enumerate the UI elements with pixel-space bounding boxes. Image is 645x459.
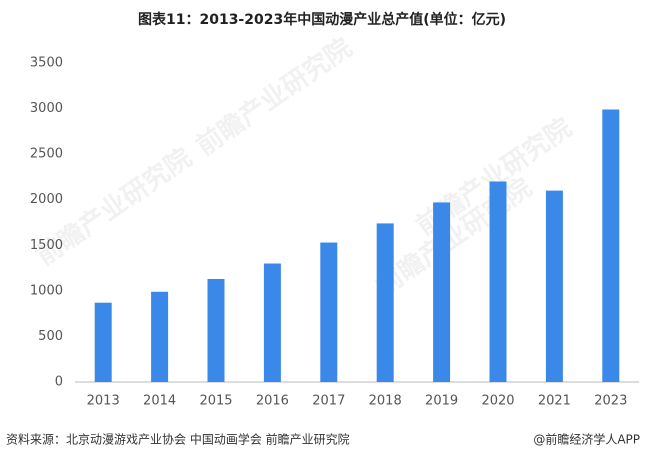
bar — [320, 242, 338, 382]
x-tick-label: 2017 — [312, 394, 345, 409]
bar — [489, 181, 507, 382]
y-tick-label: 3000 — [30, 101, 63, 116]
x-tick-label: 2015 — [199, 394, 232, 409]
y-tick-label: 2000 — [30, 192, 63, 207]
bar — [207, 279, 225, 382]
credit: @前瞻经济学人APP — [533, 432, 640, 447]
bar — [376, 223, 394, 382]
x-tick-label: 2016 — [256, 394, 289, 409]
bar — [151, 291, 169, 382]
x-tick-label: 2021 — [538, 394, 571, 409]
x-tick-label: 2014 — [143, 394, 176, 409]
chart-title: 图表11：2013-2023年中国动漫产业总产值(单位：亿元) — [138, 11, 506, 28]
watermark: 前瞻产业研究院 — [191, 32, 358, 162]
x-tick-label: 2023 — [594, 394, 627, 409]
x-tick-label: 2013 — [87, 394, 120, 409]
bar — [263, 263, 281, 382]
source-note: 资料来源：北京动漫游戏产业协会 中国动画学会 前瞻产业研究院 — [6, 432, 350, 447]
y-tick-label: 1000 — [30, 283, 63, 298]
x-tick-label: 2019 — [425, 394, 458, 409]
y-tick-label: 500 — [38, 329, 63, 344]
bar — [602, 109, 620, 383]
y-tick-label: 3500 — [30, 56, 63, 71]
bar — [433, 202, 451, 382]
y-tick-label: 0 — [55, 375, 63, 390]
x-tick-label: 2020 — [481, 394, 514, 409]
y-tick-label: 2500 — [30, 147, 63, 162]
bar — [545, 190, 563, 382]
y-tick-label: 1500 — [30, 238, 63, 253]
bar — [94, 302, 112, 382]
x-tick-label: 2018 — [369, 394, 402, 409]
